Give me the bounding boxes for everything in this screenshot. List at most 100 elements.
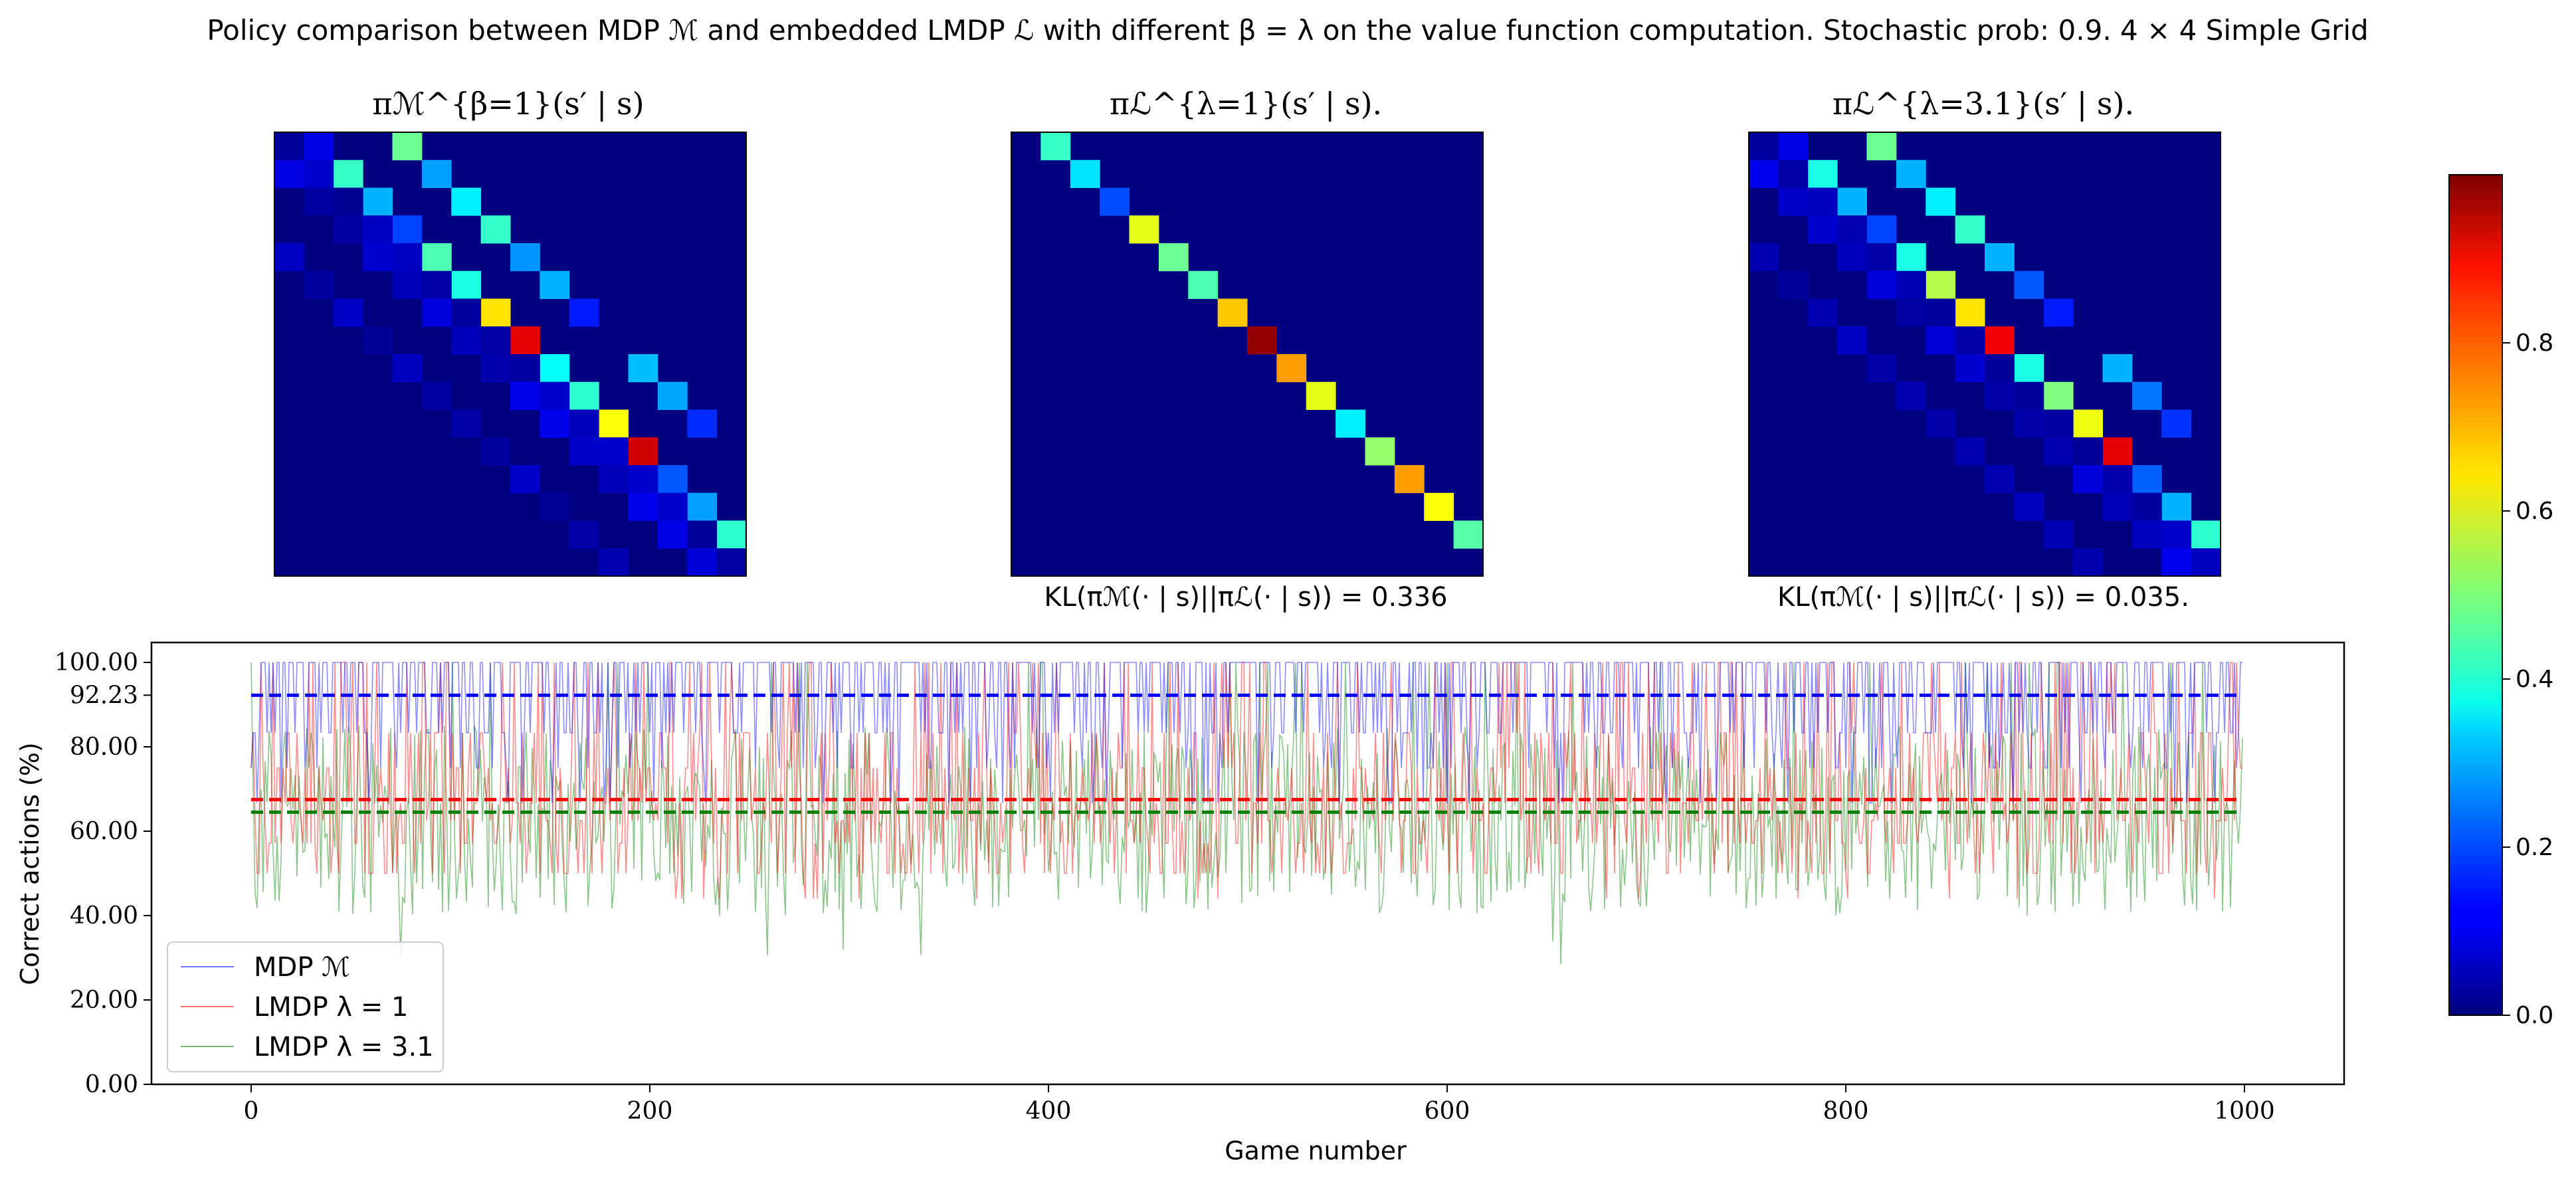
heatmap-cell [1158, 243, 1189, 272]
heatmap-cell [1424, 492, 1454, 521]
heatmap-1-label: πℳ^{β=1}(s′ | s) [372, 86, 644, 122]
heatmap-cell [1778, 159, 1809, 188]
heatmap-cell [1866, 354, 1897, 383]
heatmap-cell [1926, 409, 1956, 438]
heatmap-cell [421, 243, 452, 272]
heatmap-2: πℒ^{λ=1}(s′ | s). KL(πℳ(· | s)||πℒ(· | s… [1011, 86, 1484, 613]
heatmap-cell [1070, 159, 1100, 188]
heatmap-cell [687, 548, 718, 577]
heatmap-cell [2043, 381, 2074, 410]
heatmap-cell [1837, 187, 1867, 216]
heatmap-cell [540, 409, 570, 438]
heatmap-cell [1188, 270, 1219, 299]
heatmap-cell [510, 381, 540, 410]
heatmap-cell [599, 437, 629, 466]
mean-lines [251, 693, 2242, 814]
legend-label-lmdp31: LMDP λ = 3.1 [254, 1032, 434, 1062]
heatmap-cell [2014, 354, 2044, 383]
colorbar-tick-label: 0.4 [2516, 666, 2553, 693]
colorbar-tick-label: 0.8 [2516, 330, 2553, 357]
heatmap-1-grid [274, 132, 747, 577]
heatmap-cell [569, 298, 599, 327]
y-tick-label: 40.00 [70, 902, 138, 930]
heatmap-cell [2014, 381, 2044, 410]
heatmap-cell [1807, 215, 1838, 244]
heatmap-cell [2161, 548, 2192, 577]
heatmap-cell [1100, 187, 1130, 216]
heatmap-cell [540, 270, 570, 299]
heatmap-cell [1837, 215, 1867, 244]
heatmap-cell [1778, 187, 1809, 216]
heatmap-cell [1896, 381, 1926, 410]
heatmap-cell [599, 465, 629, 494]
heatmap-cell [2161, 409, 2192, 438]
heatmap-cell [599, 548, 629, 577]
heatmap-cell [628, 437, 658, 466]
x-tick-label: 600 [1425, 1098, 1470, 1125]
heatmap-cell [333, 187, 363, 216]
heatmap-cell [451, 409, 482, 438]
x-axis-label: Game number [1225, 1136, 1407, 1165]
y-tick-label: 60.00 [70, 818, 138, 845]
heatmap-cell [304, 187, 334, 216]
heatmap-cell [1807, 159, 1838, 188]
heatmap-cell [687, 520, 718, 549]
heatmap-cell [1866, 243, 1897, 272]
heatmap-cell [480, 326, 511, 355]
colorbar-tick-label: 0.0 [2516, 1002, 2553, 1029]
heatmap-cell [392, 243, 423, 272]
figure-title: Policy comparison between MDP ℳ and embe… [207, 14, 2368, 47]
colorbar-tick-label: 0.2 [2516, 834, 2553, 861]
heatmap-cell [421, 298, 452, 327]
heatmap-3-grid [1748, 132, 2221, 577]
heatmap-cell [657, 381, 688, 410]
heatmap-cell [333, 298, 363, 327]
heatmap-cell [2102, 437, 2133, 466]
series-line-2 [250, 662, 2243, 965]
x-tick-label: 1000 [2214, 1098, 2275, 1125]
y-tick-label: 20.00 [70, 987, 138, 1014]
heatmap-cell [274, 132, 304, 161]
heatmap-cell [1896, 243, 1926, 272]
heatmap-2-label: πℒ^{λ=1}(s′ | s). [1110, 86, 1382, 122]
heatmap-cell [1749, 132, 1779, 161]
heatmap-cell [1129, 215, 1159, 244]
heatmap-cell [304, 159, 334, 188]
heatmap-cell [1926, 326, 1956, 355]
heatmap-cell [2102, 492, 2133, 521]
heatmap-cell [392, 132, 423, 161]
heatmap-cell [1866, 132, 1897, 161]
legend-label-mdp: MDP ℳ [254, 952, 350, 983]
heatmap-frame [1011, 132, 1484, 577]
y-ticks: 0.00 20.00 40.00 60.00 80.00 92.23 100.00 [54, 649, 151, 1098]
heatmap-cell [1807, 298, 1838, 327]
series-line-1 [250, 662, 2242, 899]
heatmap-cell [304, 132, 334, 161]
heatmap-cell [2131, 381, 2162, 410]
heatmap-cell [510, 243, 540, 272]
heatmap-cell [421, 159, 452, 188]
heatmap-cell [628, 492, 658, 521]
heatmap-cell [1866, 270, 1897, 299]
heatmap-cell [451, 187, 482, 216]
series-line-0 [250, 662, 2242, 804]
colorbar: 0.0 0.2 0.4 0.6 0.8 [2448, 174, 2553, 1029]
heatmap-cell [2043, 437, 2074, 466]
heatmap-cell [1955, 354, 1985, 383]
heatmap-cell [451, 326, 482, 355]
heatmap-cell [480, 298, 511, 327]
heatmap-cell [1336, 409, 1365, 438]
heatmap-cell [363, 326, 393, 355]
heatmap-cell [2102, 465, 2133, 494]
legend-box [167, 941, 444, 1072]
heatmap-cell [569, 437, 599, 466]
heatmap-cell [1276, 354, 1307, 383]
heatmap-cell [1778, 270, 1809, 299]
heatmap-cell [1749, 243, 1779, 272]
heatmap-cell [1837, 243, 1867, 272]
heatmap-3-label: πℒ^{λ=3.1}(s′ | s). [1833, 86, 2134, 122]
heatmap-cell [1453, 520, 1484, 549]
heatmap-cell [1955, 437, 1985, 466]
heatmap-cell [569, 381, 599, 410]
heatmap-cell [2131, 492, 2162, 521]
